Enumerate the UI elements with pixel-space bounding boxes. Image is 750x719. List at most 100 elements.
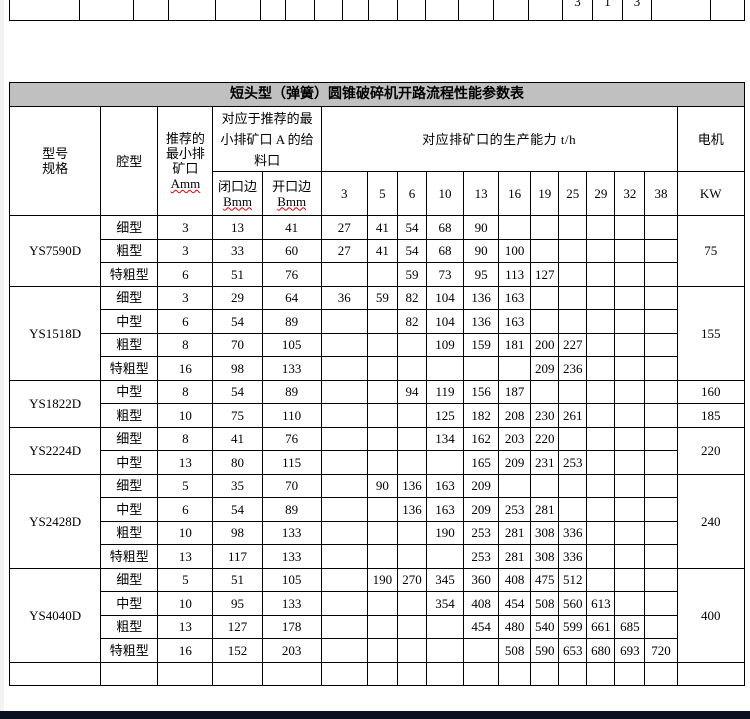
capacity-cell: [396, 591, 427, 616]
capacity-cell: 661: [586, 614, 616, 639]
capacity-cell: [586, 450, 616, 475]
capacity-cell: 59: [396, 262, 427, 287]
capacity-cell: [586, 426, 616, 451]
open-side-cell: 133: [261, 520, 322, 545]
capacity-cell: [366, 520, 398, 545]
capacity-cell: 253: [463, 520, 500, 545]
table-row: 粗型 3 33 60 27 41 54 68 90 100: [10, 238, 745, 263]
table-cell: 特粗型: [79, 0, 134, 21]
capacity-cell: 181: [498, 332, 532, 357]
capacity-cell: 270: [396, 567, 427, 592]
table-row: YS4040D 细型 5 51 105 190 270 345 360 408 475 512 400: [8, 567, 746, 663]
empty-row: [8, 661, 746, 686]
table-cell: [366, 661, 398, 686]
capacity-cell: [498, 215, 532, 240]
capacity-cell: [614, 379, 646, 404]
capacity-cell: [614, 403, 646, 428]
capacity-cell: [644, 238, 678, 263]
capacity-cell: [614, 591, 646, 616]
previous-table-fragment: 特粗型38425460 88011791361147315311643: [9, 0, 745, 21]
capacity-cell: 54: [396, 238, 427, 263]
min-discharge-cell: 6: [157, 309, 214, 334]
table-row: 特粗型 13 117 133 253 281 308 336: [10, 544, 745, 569]
capacity-cell: [366, 426, 398, 451]
table-cell: 425: [168, 0, 216, 21]
capacity-cell: [644, 332, 678, 357]
min-discharge-cell: 6: [157, 497, 214, 522]
capacity-cell: [366, 356, 398, 381]
table-cell: [285, 0, 315, 21]
table-row: 中型 6 54 89 82 104 136 163: [10, 309, 745, 334]
motor-cell: 240: [676, 473, 746, 569]
capacity-cell: [425, 638, 465, 663]
capacity-cell: [366, 450, 398, 475]
table-row: 粗型 13 127 178 454 480 540 599 661 685: [10, 614, 745, 639]
header-min-discharge: 推荐的最小排矿口 Amm: [157, 106, 214, 216]
performance-table: 短头型（弹簧）圆锥破碎机开路流程性能参数表 型号规格 腔型 推荐的最小排矿口 A…: [8, 82, 746, 686]
open-side-cell: 133: [261, 356, 322, 381]
table-cell: [586, 661, 616, 686]
header-closed-side: 闭口边 Bmm: [212, 171, 263, 216]
capacity-cell: 163: [498, 285, 532, 310]
header-open-side: 开口边 Bmm: [261, 171, 322, 216]
table-cell: 1643: [622, 0, 652, 21]
header-discharge-size: 5: [366, 171, 398, 216]
capacity-cell: [396, 614, 427, 639]
capacity-cell: 336: [558, 544, 588, 569]
closed-side-cell: 54: [212, 497, 263, 522]
table-cell: [425, 661, 465, 686]
capacity-cell: 281: [498, 544, 532, 569]
capacity-cell: [320, 567, 368, 592]
cavity-cell: 特粗型: [100, 638, 159, 663]
capacity-cell: [320, 379, 368, 404]
capacity-cell: [558, 497, 588, 522]
closed-side-cell: 51: [212, 262, 263, 287]
capacity-cell: [614, 497, 646, 522]
capacity-cell: 336: [558, 520, 588, 545]
min-discharge-cell: 16: [157, 356, 214, 381]
capacity-cell: [586, 309, 616, 334]
capacity-cell: 230: [530, 403, 560, 428]
capacity-cell: 209: [530, 356, 560, 381]
cavity-cell: 粗型: [100, 238, 159, 263]
header-discharge-size: 16: [498, 171, 532, 216]
open-side-cell: 89: [261, 309, 322, 334]
capacity-cell: [644, 497, 678, 522]
open-side-cell: 203: [261, 638, 322, 663]
capacity-cell: [320, 520, 368, 545]
cavity-cell: 特粗型: [100, 544, 159, 569]
capacity-cell: [644, 473, 678, 498]
capacity-cell: [586, 520, 616, 545]
header-discharge-size: 19: [530, 171, 560, 216]
capacity-cell: [614, 215, 646, 240]
capacity-cell: [614, 520, 646, 545]
model-cell: YS2224D: [8, 426, 102, 475]
model-cell: YS2428D: [8, 473, 102, 569]
cavity-cell: 中型: [100, 309, 159, 334]
min-discharge-cell: 5: [157, 567, 214, 592]
capacity-cell: [614, 332, 646, 357]
table-cell: [397, 0, 426, 21]
capacity-cell: 68: [425, 215, 465, 240]
capacity-cell: [614, 285, 646, 310]
header-motor-unit: KW: [676, 171, 746, 216]
table-cell: [314, 0, 343, 21]
capacity-cell: 104: [425, 309, 465, 334]
table-row: YS1822D 中型 8 54 89 94 119 156 187 160: [8, 379, 746, 428]
capacity-cell: [644, 379, 678, 404]
cavity-cell: 细型: [100, 473, 159, 498]
capacity-cell: 73: [425, 262, 465, 287]
capacity-cell: 680: [586, 638, 616, 663]
capacity-cell: 136: [463, 285, 500, 310]
table-row: YS2224D 细型 8 41 76 134 162 203 220 220: [8, 426, 746, 475]
capacity-cell: [396, 356, 427, 381]
capacity-cell: [530, 473, 560, 498]
min-discharge-cell: 8: [157, 332, 214, 357]
capacity-cell: 190: [366, 567, 398, 592]
capacity-cell: [320, 332, 368, 357]
open-side-cell: 76: [261, 262, 322, 287]
motor-cell: 185: [676, 403, 746, 428]
capacity-cell: 253: [558, 450, 588, 475]
capacity-cell: [366, 614, 398, 639]
